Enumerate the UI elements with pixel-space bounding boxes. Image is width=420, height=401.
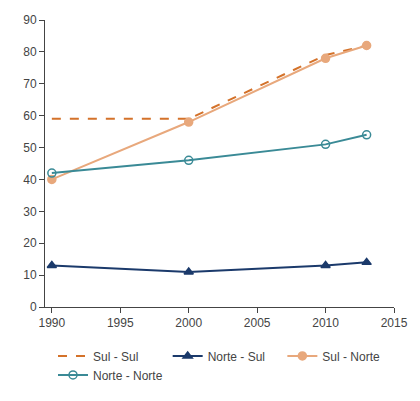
svg-text:70: 70 [23, 77, 37, 91]
svg-text:Norte - Sul: Norte - Sul [208, 350, 265, 364]
svg-text:40: 40 [23, 173, 37, 187]
svg-text:0: 0 [30, 300, 37, 314]
svg-text:2015: 2015 [381, 316, 408, 330]
svg-text:Sul - Sul: Sul - Sul [93, 350, 138, 364]
svg-text:50: 50 [23, 141, 37, 155]
svg-text:2000: 2000 [175, 316, 202, 330]
svg-text:Sul - Norte: Sul - Norte [322, 350, 380, 364]
svg-text:2005: 2005 [244, 316, 271, 330]
svg-text:80: 80 [23, 45, 37, 59]
svg-text:60: 60 [23, 109, 37, 123]
svg-text:2010: 2010 [312, 316, 339, 330]
svg-text:30: 30 [23, 205, 37, 219]
svg-text:10: 10 [23, 268, 37, 282]
svg-text:1990: 1990 [38, 316, 65, 330]
svg-text:90: 90 [23, 13, 37, 27]
svg-text:20: 20 [23, 236, 37, 250]
svg-text:1995: 1995 [107, 316, 134, 330]
svg-text:Norte - Norte: Norte - Norte [93, 369, 163, 383]
